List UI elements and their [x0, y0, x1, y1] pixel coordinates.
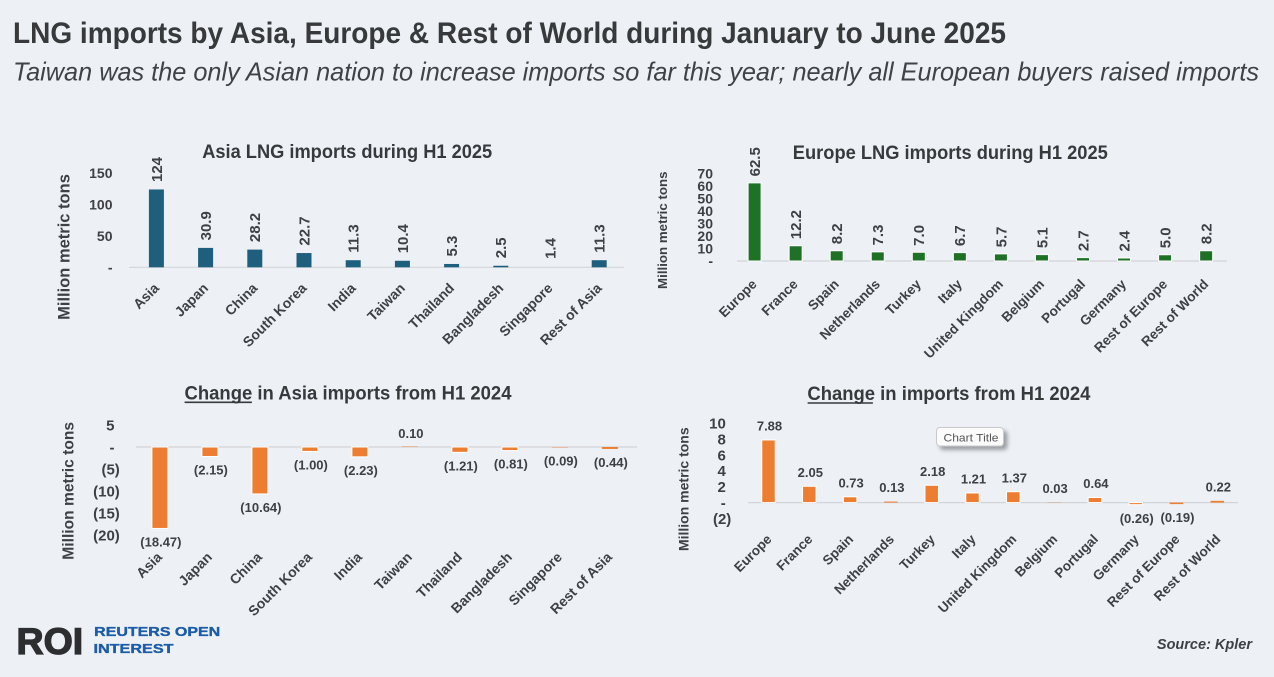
svg-text:0.13: 0.13	[879, 480, 904, 495]
svg-text:1.21: 1.21	[961, 472, 986, 487]
svg-text:1.4: 1.4	[542, 237, 559, 259]
svg-text:5.0: 5.0	[1158, 227, 1175, 248]
svg-text:(10.64): (10.64)	[240, 500, 281, 515]
svg-text:11.3: 11.3	[346, 224, 363, 252]
svg-text:2.05: 2.05	[798, 465, 823, 480]
svg-text:6: 6	[717, 447, 725, 464]
svg-text:Taiwan was the only Asian nati: Taiwan was the only Asian nation to incr…	[13, 57, 1259, 87]
svg-text:(1.00): (1.00)	[294, 458, 328, 473]
svg-text:Source: Kpler: Source: Kpler	[1157, 637, 1253, 653]
svg-text:150: 150	[89, 165, 113, 181]
svg-text:(1.21): (1.21)	[444, 458, 478, 473]
svg-text:INTEREST: INTEREST	[94, 642, 174, 656]
svg-text:(0.81): (0.81)	[494, 457, 528, 472]
svg-text:8.2: 8.2	[829, 223, 846, 244]
svg-text:ROI: ROI	[17, 620, 84, 662]
svg-text:2.4: 2.4	[1117, 230, 1134, 252]
svg-text:10.4: 10.4	[395, 223, 412, 253]
svg-text:0.73: 0.73	[838, 475, 863, 490]
svg-text:-: -	[110, 439, 115, 456]
svg-text:(15): (15)	[93, 506, 120, 523]
svg-text:Asia LNG imports during H1 202: Asia LNG imports during H1 2025	[202, 141, 492, 163]
svg-text:(18.47): (18.47)	[140, 534, 181, 549]
svg-text:(0.44): (0.44)	[594, 455, 628, 470]
svg-text:7.3: 7.3	[870, 225, 887, 246]
svg-text:0.64: 0.64	[1083, 476, 1109, 491]
svg-text:10: 10	[709, 416, 726, 433]
svg-text:124: 124	[149, 156, 166, 182]
svg-text:0.10: 0.10	[398, 426, 423, 441]
svg-text:(2): (2)	[713, 511, 731, 528]
svg-text:8: 8	[717, 431, 725, 448]
svg-text:30.9: 30.9	[198, 211, 215, 240]
svg-text:Chart Title: Chart Title	[944, 432, 999, 444]
svg-text:(0.19): (0.19)	[1161, 510, 1195, 525]
svg-text:-: -	[108, 259, 113, 275]
svg-text:5.1: 5.1	[1034, 227, 1051, 248]
svg-text:2: 2	[717, 479, 725, 496]
svg-text:(10): (10)	[93, 484, 120, 501]
svg-text:Million metric tons: Million metric tons	[676, 427, 692, 551]
svg-text:LNG imports by Asia, Europe &: LNG imports by Asia, Europe & Rest of Wo…	[13, 17, 1006, 50]
svg-text:1.37: 1.37	[1002, 470, 1027, 485]
svg-text:50: 50	[97, 228, 113, 244]
svg-text:11.3: 11.3	[592, 224, 609, 252]
svg-text:2.5: 2.5	[493, 237, 510, 258]
svg-text:7.0: 7.0	[911, 225, 928, 246]
svg-text:Change in imports from H1 2024: Change in imports from H1 2024	[807, 383, 1090, 405]
svg-text:REUTERS OPEN: REUTERS OPEN	[94, 625, 220, 639]
svg-text:(0.09): (0.09)	[544, 454, 578, 469]
svg-text:(0.26): (0.26)	[1120, 511, 1154, 526]
svg-text:-: -	[721, 495, 726, 512]
svg-text:Million metric tons: Million metric tons	[655, 171, 670, 288]
svg-text:6.7: 6.7	[952, 225, 969, 246]
svg-text:Europe LNG imports during H1 2: Europe LNG imports during H1 2025	[793, 142, 1108, 164]
svg-text:0.22: 0.22	[1206, 480, 1231, 495]
svg-text:12.2: 12.2	[788, 210, 805, 239]
svg-text:5.3: 5.3	[444, 236, 461, 257]
svg-text:7.88: 7.88	[757, 419, 782, 434]
svg-text:Million metric tons: Million metric tons	[56, 174, 74, 320]
svg-text:2.18: 2.18	[920, 464, 945, 479]
svg-text:(2.23): (2.23)	[344, 463, 378, 478]
svg-text:Change in Asia imports from H1: Change in Asia imports from H1 2024	[185, 382, 512, 404]
svg-text:62.5: 62.5	[747, 147, 764, 176]
svg-text:Million metric tons: Million metric tons	[61, 422, 78, 560]
svg-text:(20): (20)	[93, 528, 120, 545]
svg-text:22.7: 22.7	[296, 216, 313, 245]
svg-text:(5): (5)	[101, 461, 119, 478]
svg-text:-: -	[708, 253, 713, 269]
svg-text:2.7: 2.7	[1075, 230, 1092, 251]
svg-text:0.03: 0.03	[1042, 481, 1067, 496]
svg-text:(2.15): (2.15)	[194, 463, 228, 478]
svg-text:28.2: 28.2	[247, 213, 264, 242]
svg-text:5.7: 5.7	[993, 227, 1010, 248]
svg-text:100: 100	[89, 197, 113, 213]
svg-text:8.2: 8.2	[1199, 223, 1216, 244]
svg-text:5: 5	[106, 417, 114, 434]
svg-text:4: 4	[717, 463, 726, 480]
